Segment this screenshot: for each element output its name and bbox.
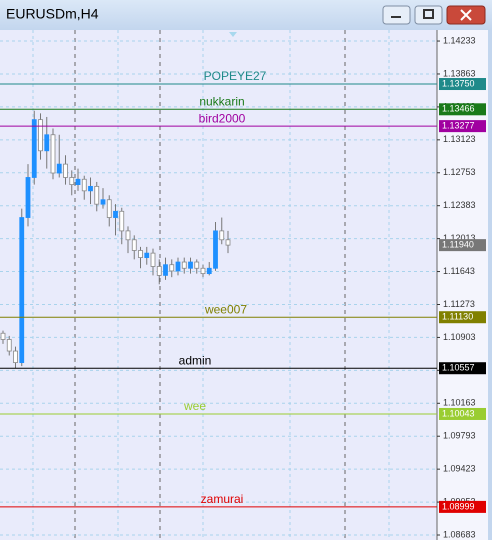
maximize-button[interactable] (414, 5, 443, 25)
y-tick-label: 1.13863 (443, 68, 476, 78)
minimize-icon (391, 16, 401, 18)
level-label: nukkarin (199, 94, 244, 108)
window-border (488, 30, 492, 540)
price-tag-label: 1.13750 (442, 78, 475, 88)
plot-area (0, 30, 437, 540)
candle-body (6, 339, 12, 352)
candle-body (0, 332, 6, 340)
candle-body (100, 199, 106, 205)
candle-body (125, 230, 131, 241)
candle-body (163, 264, 168, 276)
candle-body (213, 230, 218, 269)
shift-marker (229, 32, 237, 37)
candle-body (56, 163, 62, 174)
candle-body (219, 230, 225, 241)
price-tag-label: 1.10043 (442, 408, 475, 418)
price-tag (439, 103, 486, 116)
y-tick-label: 1.10163 (443, 398, 476, 408)
y-tick-label: 1.11273 (443, 299, 475, 309)
candle-body (88, 185, 93, 192)
maximize-icon (423, 9, 434, 19)
candle-body (206, 267, 212, 275)
level-label: wee (183, 399, 206, 413)
price-tag (439, 120, 486, 133)
candle-body (131, 239, 137, 251)
candle-body (44, 134, 50, 152)
candle-body (25, 177, 31, 218)
candle-body (194, 261, 200, 269)
level-label: admin (179, 353, 212, 367)
candle-body (200, 267, 206, 275)
close-icon (460, 9, 472, 21)
y-tick-label: 1.13123 (443, 134, 476, 144)
current-price-tag (439, 239, 486, 252)
window-buttons[interactable] (382, 5, 486, 25)
candle-body (119, 210, 125, 232)
minimize-button[interactable] (382, 5, 411, 25)
candle-body (13, 350, 18, 364)
candle-body (175, 261, 181, 272)
candle-body (150, 252, 156, 267)
level-label: wee007 (204, 302, 247, 316)
candle-body (81, 178, 87, 192)
candle-body (63, 163, 68, 178)
y-tick-label: 1.11643 (443, 266, 475, 276)
candle-body (50, 134, 56, 174)
price-tag (439, 500, 486, 513)
candle-body (38, 119, 43, 152)
candle-body (31, 119, 37, 178)
candle-body (169, 264, 175, 272)
candle-body (106, 199, 112, 218)
price-tag-label: 1.10557 (442, 363, 475, 373)
y-tick-label: 1.12013 (443, 233, 476, 243)
y-tick-label: 1.12383 (443, 200, 476, 210)
current-price-label: 1.11940 (442, 240, 474, 250)
level-label: zamurai (201, 492, 244, 506)
window-title: EURUSDm,H4 (6, 6, 99, 22)
price-tag (439, 78, 486, 91)
level-label: POPEYE27 (204, 69, 267, 83)
candle-body (188, 261, 193, 269)
candle-body (75, 178, 81, 186)
level-label: bird2000 (199, 111, 246, 125)
y-tick-label: 1.12753 (443, 167, 476, 177)
price-tag (439, 311, 486, 324)
price-tag-label: 1.13466 (442, 104, 475, 114)
candle-body (94, 185, 100, 205)
candle-body (156, 266, 162, 276)
candle-body (225, 239, 231, 246)
vertical-grid (32, 30, 390, 540)
y-tick-label: 1.09793 (443, 431, 476, 441)
y-tick-label: 1.14233 (443, 35, 476, 45)
candle-body (138, 250, 143, 258)
price-tag-label: 1.08999 (442, 501, 475, 511)
candle-body (113, 210, 118, 218)
y-tick-label: 1.08683 (443, 529, 476, 539)
candle-body (181, 261, 187, 269)
price-tag (439, 407, 486, 420)
y-tick-label: 1.10903 (443, 332, 476, 342)
price-tag-label: 1.13277 (442, 121, 475, 131)
candle-body (19, 217, 25, 364)
price-tag-label: 1.11130 (442, 312, 473, 322)
y-tick-label: 1.09423 (443, 464, 476, 474)
candle-body (144, 252, 150, 258)
candle-body (69, 177, 75, 186)
price-tag (439, 362, 486, 375)
